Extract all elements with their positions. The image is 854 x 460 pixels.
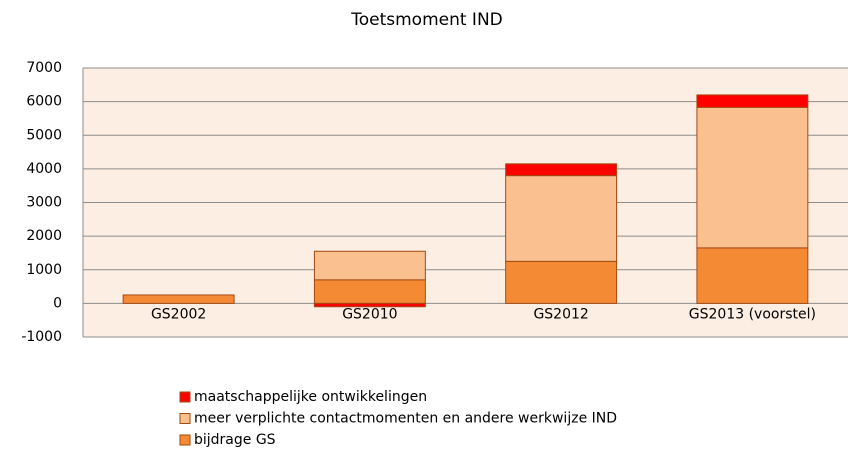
x-tick-label: GS2010 (342, 306, 397, 322)
legend-label: maatschappelijke ontwikkelingen (194, 389, 427, 405)
y-tick-label: 6000 (26, 94, 62, 110)
chart-title: Toetsmoment IND (350, 10, 503, 30)
y-tick-label: 5000 (26, 127, 62, 143)
bar-segment (696, 247, 809, 304)
y-tick-label: 2000 (26, 228, 62, 244)
legend-swatch (179, 413, 191, 424)
x-tick-label: GS2012 (533, 306, 588, 322)
y-tick-label: -1000 (21, 329, 62, 345)
x-tick-label: GS2013 (voorstel) (689, 306, 816, 322)
y-tick-label: 3000 (26, 195, 62, 211)
bar-segment (313, 250, 426, 281)
y-tick-label: 4000 (26, 161, 62, 177)
bar-segment (313, 279, 426, 304)
bar-segment (696, 106, 809, 249)
y-tick-label: 7000 (26, 60, 62, 76)
bar-segment (505, 175, 618, 262)
bar-segment (122, 294, 235, 304)
bar-segment (313, 302, 426, 308)
bar-segment (696, 94, 809, 108)
legend-swatch (179, 391, 191, 403)
legend-label: bijdrage GS (194, 432, 276, 448)
bar-segment (505, 163, 618, 177)
y-tick-label: 1000 (26, 262, 62, 278)
y-tick-label: 0 (53, 295, 62, 311)
x-tick-label: GS2002 (151, 306, 206, 322)
bar-segment (505, 260, 618, 304)
legend-label: meer verplichte contactmomenten en ander… (194, 411, 617, 427)
legend-swatch (179, 434, 191, 446)
